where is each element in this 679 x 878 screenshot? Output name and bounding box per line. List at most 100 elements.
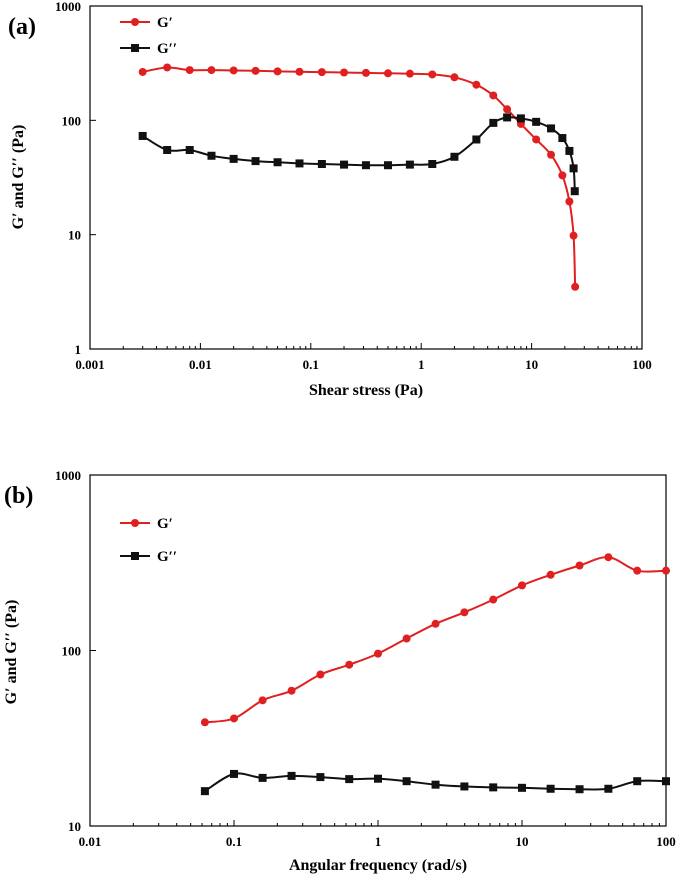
x-tick-label: 1 [418, 357, 425, 372]
legend-marker-gp-b [131, 519, 139, 527]
x-axis-b: 0.01 0.1 1 10 100 [79, 820, 676, 849]
data-point-g-double-prime [516, 114, 525, 123]
legend-marker-gpp-b [131, 552, 139, 560]
data-point-g-double-prime [450, 152, 459, 161]
data-point-g-prime [558, 171, 567, 180]
data-point-g-prime [230, 714, 238, 723]
x-tick-label: 0.01 [189, 357, 212, 372]
series-layer-b [200, 553, 670, 796]
data-point-g-double-prime [287, 771, 296, 780]
data-point-g-prime [295, 67, 304, 76]
data-point-g-double-prime [565, 146, 574, 155]
data-point-g-double-prime [570, 187, 579, 196]
x-tick-label: 10 [516, 834, 529, 849]
data-point-g-prime [273, 67, 282, 76]
data-point-g-prime [287, 686, 296, 695]
data-point-g-prime [489, 595, 498, 604]
data-point-g-prime [460, 608, 469, 617]
data-point-g-prime [317, 68, 326, 77]
legend-label-gpp-a: G′′ [157, 41, 177, 57]
data-point-g-double-prime [489, 783, 498, 792]
data-point-g-prime [565, 197, 574, 206]
chart-panel-b: (b) 0.01 0.1 1 10 100 10 100 1000 Angular freq… [3, 468, 676, 874]
data-point-g-prime [546, 570, 555, 579]
x-axis-a: 0.001 0.01 0.1 1 10 100 [75, 343, 652, 372]
y-axis-label-a: G′ and G′′ (Pa) [10, 125, 27, 230]
data-point-g-prime [569, 231, 578, 240]
x-tick-label: 1 [375, 834, 382, 849]
series-line-g-prime [204, 556, 667, 724]
data-point-g-double-prime [489, 118, 498, 127]
data-point-g-double-prime [316, 773, 325, 782]
data-point-g-double-prime [138, 131, 147, 140]
data-point-g-prime [361, 68, 370, 77]
data-point-g-double-prime [317, 160, 326, 169]
data-point-g-double-prime [374, 774, 382, 783]
data-point-g-double-prime [185, 146, 194, 155]
data-point-g-double-prime [503, 113, 512, 122]
data-point-g-prime [547, 150, 556, 159]
data-point-g-prime [383, 69, 392, 78]
series-layer-a [138, 63, 580, 291]
x-tick-label: 100 [632, 357, 652, 372]
data-point-g-prime [431, 619, 440, 628]
data-point-g-prime [604, 553, 613, 562]
y-tick-label: 1 [75, 342, 82, 357]
data-point-g-prime [229, 66, 238, 75]
legend-label-gp-b: G′ [157, 516, 173, 532]
data-point-g-prime [185, 66, 194, 75]
data-point-g-prime [138, 67, 147, 76]
panel-label-b: (b) [4, 483, 33, 509]
data-point-g-double-prime [460, 782, 469, 791]
data-point-g-double-prime [546, 784, 555, 793]
data-point-g-double-prime [558, 134, 567, 143]
data-point-g-double-prime [472, 135, 481, 144]
data-point-g-double-prime [518, 783, 526, 792]
data-point-g-double-prime [633, 777, 642, 786]
data-point-g-double-prime [295, 159, 304, 168]
legend-label-gp-a: G′ [157, 15, 173, 31]
data-point-g-double-prime [405, 160, 414, 169]
data-point-g-prime [163, 63, 172, 72]
data-point-g-double-prime [229, 154, 238, 163]
y-tick-label: 100 [62, 644, 82, 659]
y-tick-label: 1000 [55, 468, 81, 483]
data-point-g-double-prime [662, 777, 670, 786]
data-point-g-prime [575, 561, 584, 570]
legend-label-gpp-b: G′′ [157, 549, 177, 565]
x-tick-label: 0.01 [79, 834, 102, 849]
data-point-g-double-prime [163, 146, 172, 155]
data-point-g-double-prime [604, 784, 613, 793]
data-point-g-double-prime [230, 769, 238, 778]
series-line-g-prime [142, 66, 577, 287]
data-point-g-prime [450, 73, 459, 82]
data-point-g-double-prime [258, 773, 267, 782]
data-point-g-double-prime [383, 161, 392, 170]
data-point-g-double-prime [575, 785, 584, 794]
data-point-g-prime [472, 80, 481, 89]
y-axis-a: 1 10 100 1000 [55, 0, 96, 357]
data-point-g-prime [518, 581, 526, 590]
x-tick-label: 10 [525, 357, 538, 372]
x-axis-label-a: Shear stress (Pa) [309, 382, 423, 399]
data-point-g-prime [374, 649, 382, 658]
data-point-g-double-prime [547, 124, 556, 133]
data-point-g-prime [662, 566, 670, 575]
data-point-g-double-prime [200, 787, 209, 796]
data-point-g-prime [207, 66, 216, 75]
data-point-g-prime [405, 69, 414, 78]
data-point-g-prime [532, 135, 541, 144]
data-point-g-double-prime [361, 161, 370, 170]
data-point-g-prime [571, 282, 580, 291]
data-point-g-prime [258, 696, 267, 705]
data-point-g-prime [503, 105, 512, 114]
data-point-g-prime [340, 68, 349, 77]
data-point-g-double-prime [273, 158, 282, 167]
panel-label-a: (a) [8, 14, 36, 40]
y-tick-label: 10 [68, 819, 81, 834]
plot-frame-a [89, 5, 643, 350]
chart-panel-a: (a) 0.001 0.01 0.1 1 10 100 1 10 100 1000 Shear … [8, 0, 652, 399]
data-point-g-prime [428, 70, 437, 79]
data-point-g-double-prime [569, 164, 578, 173]
legend-b: G′ G′′ [120, 516, 177, 565]
